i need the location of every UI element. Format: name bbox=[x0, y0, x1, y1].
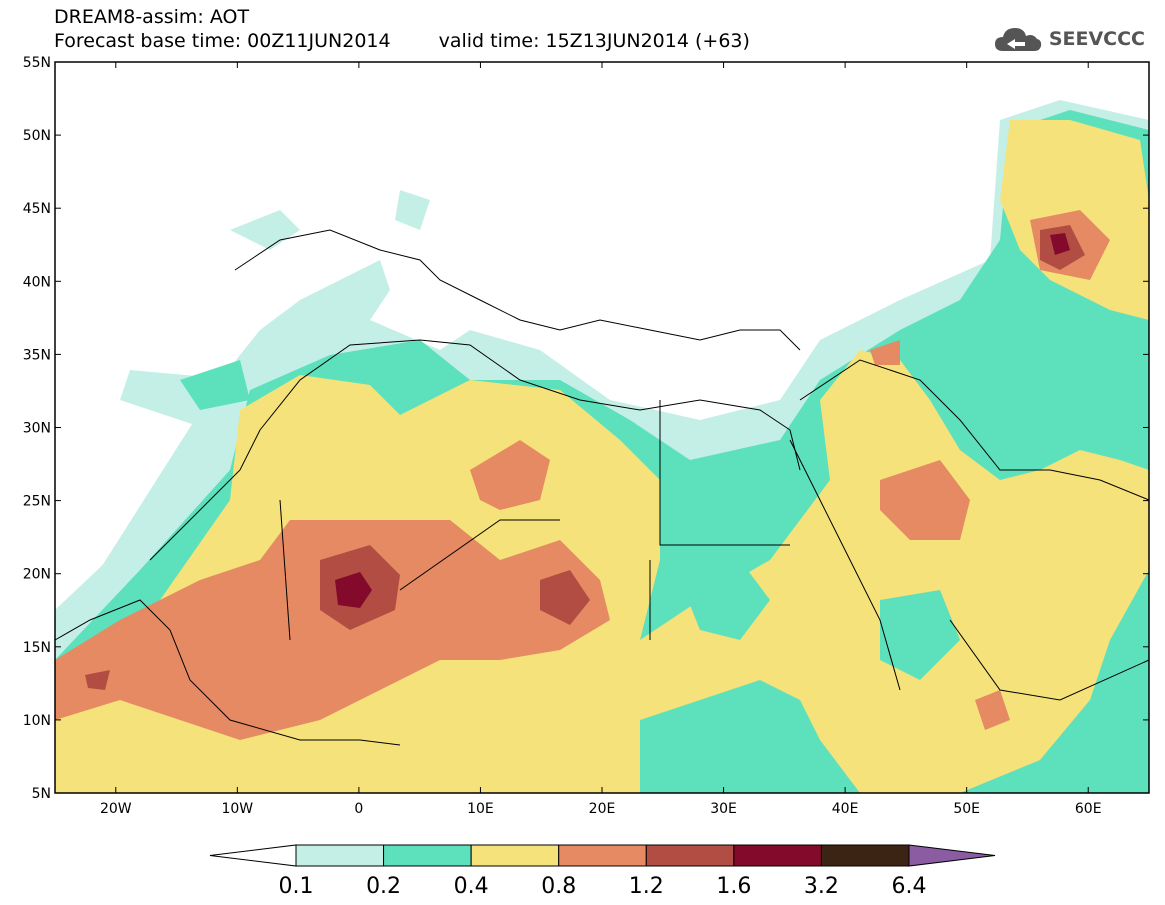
colorbar-cell bbox=[209, 844, 297, 867]
lat-label: 25N bbox=[23, 494, 51, 510]
lat-label: 55N bbox=[23, 55, 51, 71]
lat-label: 10N bbox=[23, 713, 51, 729]
lat-label: 50N bbox=[23, 128, 51, 144]
coastlines bbox=[54, 229, 1150, 746]
lon-label: 20W bbox=[100, 801, 132, 817]
base-time: Forecast base time: 00Z11JUN2014 bbox=[54, 30, 391, 52]
aot-field bbox=[55, 62, 1149, 793]
colorbar-cell bbox=[558, 844, 647, 867]
lat-label: 40N bbox=[23, 274, 51, 290]
lon-label: 20E bbox=[589, 801, 616, 817]
colorbar-label: 0.2 bbox=[366, 874, 401, 899]
lon-label: 30E bbox=[710, 801, 737, 817]
colorbar-label: 0.1 bbox=[279, 874, 314, 899]
colorbar-cell bbox=[733, 844, 822, 867]
lat-label: 20N bbox=[23, 567, 51, 583]
cloud-icon bbox=[994, 28, 1041, 51]
lon-label: 60E bbox=[1075, 801, 1102, 817]
lat-label: 30N bbox=[23, 421, 51, 437]
colorbar-label: 6.4 bbox=[892, 874, 927, 899]
valid-time: valid time: 15Z13JUN2014 (+63) bbox=[438, 30, 750, 52]
lat-label: 15N bbox=[23, 640, 51, 656]
logo-text: SEEVCCC bbox=[1048, 28, 1145, 50]
colorbar-cell bbox=[820, 844, 910, 867]
colorbar-cell bbox=[908, 844, 996, 867]
colorbar-cell bbox=[645, 844, 735, 867]
longitude-axis: 20W 10W 0 10E 20E 30E 40E 50E 60E bbox=[100, 62, 1102, 817]
colorbar-cell bbox=[383, 844, 472, 867]
colorbar-label: 3.2 bbox=[804, 874, 839, 899]
lon-label: 50E bbox=[953, 801, 980, 817]
colorbar-label: 1.6 bbox=[716, 874, 751, 899]
colorbar-cell bbox=[295, 844, 385, 867]
colorbar-cell bbox=[470, 844, 560, 867]
lat-label: 45N bbox=[23, 201, 51, 217]
lon-label: 0 bbox=[354, 801, 363, 817]
lon-label: 10E bbox=[467, 801, 494, 817]
lat-label: 5N bbox=[32, 786, 51, 802]
map-title: DREAM8-assim: AOT bbox=[54, 6, 250, 28]
latitude-axis: 55N 50N 45N 40N 35N 30N 25N 20N 15N 10N 5N bbox=[23, 55, 1149, 802]
colorbar-label: 0.4 bbox=[454, 874, 489, 899]
colorbar-label: 1.2 bbox=[629, 874, 664, 899]
seevccc-logo: SEEVCCC bbox=[993, 24, 1145, 54]
colorbar-label: 0.8 bbox=[541, 874, 576, 899]
lat-label: 35N bbox=[23, 347, 51, 363]
lon-label: 40E bbox=[832, 801, 859, 817]
forecast-times: Forecast base time: 00Z11JUN2014 valid ti… bbox=[54, 30, 750, 52]
lon-label: 10W bbox=[221, 801, 253, 817]
